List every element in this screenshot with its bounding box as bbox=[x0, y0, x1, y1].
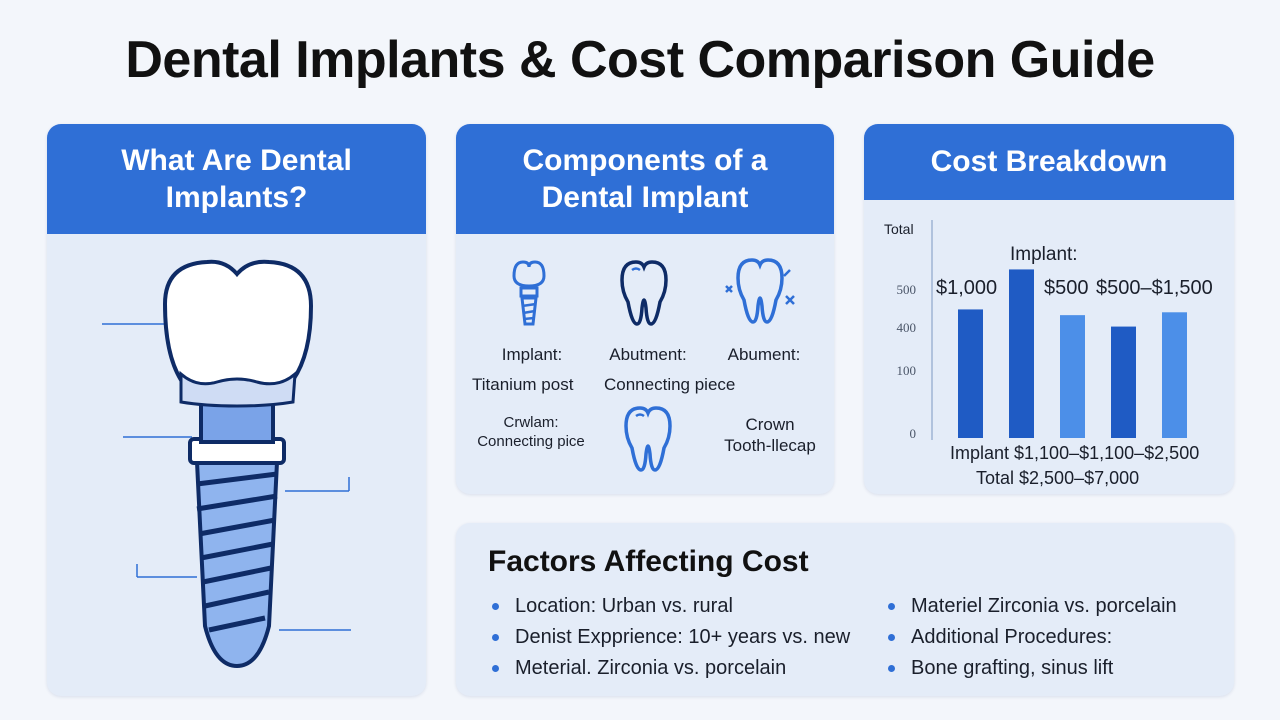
component-label: Abument: bbox=[727, 345, 801, 364]
implant-post-icon bbox=[512, 260, 546, 326]
component-abutment: Abutment: bbox=[596, 344, 700, 365]
cost-bar bbox=[1162, 312, 1187, 438]
components-header: Components of a Dental Implant bbox=[456, 124, 834, 234]
factor-item: Materiel Zirconia vs. porcelain bbox=[888, 591, 1177, 622]
bullet-icon bbox=[492, 603, 499, 611]
factors-list-right: Materiel Zirconia vs. porcelain Addition… bbox=[888, 591, 1177, 684]
bottom-line-2: Total $2,500–$7,000 bbox=[976, 468, 1139, 488]
implant-screw bbox=[194, 460, 280, 669]
tooth-outline-icon bbox=[620, 260, 668, 326]
factors-title: Factors Affecting Cost bbox=[488, 545, 809, 578]
factor-text: Materiel Zirconia vs. porcelain bbox=[911, 595, 1177, 617]
component-crwlam: Crwlam: Connecting pice bbox=[476, 414, 586, 452]
header-line-1: What Are Dental bbox=[121, 143, 352, 177]
bars bbox=[958, 269, 1187, 438]
component-crown: Crown Tooth-llecap bbox=[708, 414, 832, 457]
factor-text: Additional Procedures: bbox=[911, 626, 1113, 648]
component-sublabel: Connecting piece bbox=[604, 375, 736, 394]
factor-item: Bone grafting, sinus lift bbox=[888, 653, 1177, 684]
components-card: Components of a Dental Implant Implant: … bbox=[456, 124, 834, 494]
component-sublabel: Titanium post bbox=[472, 375, 574, 394]
component-sublabel-1: Titanium post bbox=[472, 374, 602, 395]
tooth-outline-icon bbox=[624, 406, 672, 472]
top-label-mid-value: $500 bbox=[1044, 277, 1089, 299]
component-sublabel-2: Connecting piece bbox=[604, 374, 784, 395]
factors-list-left: Location: Urban vs. rural Denist Expprie… bbox=[492, 591, 850, 684]
cost-chart: Total Implant: $1,000 $500 $500–$1,500 5… bbox=[884, 220, 1213, 488]
bullet-icon bbox=[492, 665, 499, 673]
abutment bbox=[199, 400, 275, 444]
cost-breakdown-header: Cost Breakdown bbox=[864, 124, 1234, 200]
top-label-right-value: $500–$1,500 bbox=[1096, 277, 1213, 299]
top-label-implant: Implant: bbox=[1010, 244, 1078, 265]
bottom-line-1: Implant $1,100–$1,100–$2,500 bbox=[950, 443, 1199, 463]
bullet-icon bbox=[888, 634, 895, 642]
implant-illustration bbox=[102, 259, 351, 669]
cost-bar bbox=[1009, 269, 1034, 438]
y-ticks: 500 400 100 0 bbox=[897, 282, 917, 441]
header-line-2: Dental Implant bbox=[541, 181, 749, 214]
factor-text: Meterial. Zirconia vs. porcelain bbox=[515, 657, 787, 679]
y-tick-label: 400 bbox=[897, 320, 917, 335]
factor-item: Additional Procedures: bbox=[888, 622, 1177, 653]
y-tick-label: 500 bbox=[897, 282, 917, 297]
cost-breakdown-card: Cost Breakdown Total Implant: $1,000 $50… bbox=[864, 124, 1234, 494]
top-label-left-value: $1,000 bbox=[936, 277, 997, 299]
page-title: Dental Implants & Cost Comparison Guide bbox=[125, 31, 1155, 89]
factor-item: Denist Expprience: 10+ years vs. new bbox=[492, 622, 850, 653]
factors-card: Factors Affecting Cost Location: Urban v… bbox=[456, 523, 1234, 696]
cost-bar bbox=[1111, 326, 1136, 438]
factor-item: Location: Urban vs. rural bbox=[492, 591, 850, 622]
component-sublabel: Tooth-llecap bbox=[724, 436, 816, 456]
cost-bar bbox=[958, 309, 983, 438]
factor-text: Location: Urban vs. rural bbox=[515, 595, 733, 617]
tooth-sparkle-icon bbox=[725, 258, 795, 324]
header-text: Cost Breakdown bbox=[930, 145, 1168, 179]
factor-text: Denist Expprience: 10+ years vs. new bbox=[515, 626, 851, 648]
component-abument: Abument: bbox=[712, 344, 816, 365]
header-line-2: Implants? bbox=[165, 181, 308, 214]
y-tick-label: 0 bbox=[910, 426, 917, 441]
factor-text: Bone grafting, sinus lift bbox=[911, 657, 1114, 679]
component-label: Crwlam: bbox=[503, 414, 559, 431]
what-are-implants-card: What Are Dental Implants? bbox=[47, 124, 426, 696]
component-implant: Implant: bbox=[480, 344, 584, 365]
component-label: Implant: bbox=[501, 345, 563, 364]
bullet-icon bbox=[888, 665, 895, 673]
header-line-1: Components of a bbox=[522, 143, 768, 177]
y-tick-label: 100 bbox=[897, 363, 917, 378]
axis-label: Total bbox=[884, 221, 914, 237]
bullet-icon bbox=[492, 634, 499, 642]
component-label: Crown bbox=[745, 415, 795, 434]
what-are-implants-header: What Are Dental Implants? bbox=[47, 124, 426, 234]
bullet-icon bbox=[888, 603, 895, 611]
cost-bar bbox=[1060, 315, 1085, 438]
component-sublabel: Connecting pice bbox=[477, 432, 585, 450]
factor-item: Meterial. Zirconia vs. porcelain bbox=[492, 653, 850, 684]
component-label: Abutment: bbox=[609, 345, 687, 364]
